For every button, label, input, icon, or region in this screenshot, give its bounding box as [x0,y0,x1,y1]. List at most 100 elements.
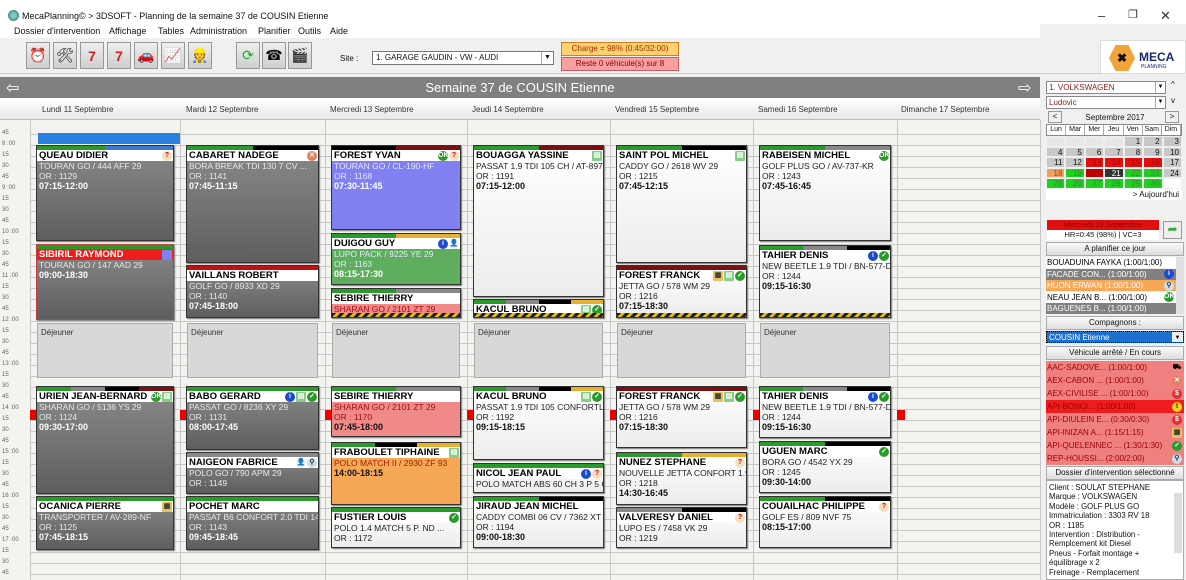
planning-grid[interactable]: 45 8 :00 15 30 45 9 :00 15 30 45 10 :00 15 30 45 11 :… [0,120,1041,580]
document-icon[interactable]: ▤ [724,270,734,281]
lunch-block[interactable]: Déjeuner [187,323,318,378]
question-icon[interactable]: ? [449,150,459,161]
appointment-card[interactable]: COUAILHAC PHILIPPE? GOLF ES / 809 NVF 75 0… [759,496,891,548]
calendar-day[interactable]: 23 [1143,167,1163,178]
tools-calendar-icon[interactable]: 🛠 [53,42,77,69]
arrete-item[interactable]: AAC-SADOVE... (1:00/1:00) ⛟ [1046,361,1184,374]
calendar-day[interactable]: 2 [1143,136,1163,147]
menu-affichage[interactable]: Affichage [109,26,147,36]
chevron-down-icon[interactable]: ▼ [541,52,553,64]
appointment-card[interactable]: VAILLANS ROBERT GOLF GO / 8933 XD 29 OR : … [186,265,319,318]
scroll-up-icon[interactable]: ^ [1171,80,1175,89]
tow-truck-icon[interactable]: ⛟ [1172,363,1182,371]
day-header-monday[interactable]: Lundi 11 Septembre [42,105,114,114]
calendar-day[interactable]: 30 [1143,178,1163,189]
next-month-button[interactable]: > [1165,111,1179,123]
calendar-day[interactable]: 28 [1104,178,1124,189]
appointment-card[interactable]: URIEN JEAN-BERNARD OK ▤ SHARAN GO / 5136 YS… [36,386,174,494]
worker-calendar-icon[interactable]: 👷 [188,42,212,69]
check-icon[interactable]: ✓ [449,512,459,523]
menu-planifier[interactable]: Planifier [258,26,291,36]
calendar-day[interactable] [1162,178,1182,189]
appointment-card[interactable]: RABEISEN MICHEL OK GOLF PLUS GO / AV-737-K… [759,145,891,241]
check-icon[interactable]: ✓ [735,391,745,402]
arrete-item[interactable]: AEX-CIVILISE ... (1:00/1:00) $ [1046,387,1184,400]
calendar-day[interactable] [1046,136,1066,147]
go-arrow-icon[interactable]: ➦ [1163,221,1182,239]
appointment-card[interactable]: POCHET MARC PASSAT B6 CONFORT 2.0 TDI 14.… [186,496,319,550]
question-icon[interactable]: ? [162,150,172,161]
appointment-card[interactable]: FOREST FRANCK ▦ ▤ ✓ JETTA GO / 578 WM 29 OR :… [616,265,747,318]
menu-aide[interactable]: Aide [330,26,349,36]
check-icon[interactable]: ✓ [879,391,889,402]
calendar-day[interactable]: 20 [1084,167,1105,178]
minimize-button[interactable]: – [1098,8,1106,23]
calendar-day[interactable]: 6 [1084,146,1105,157]
planifier-item[interactable]: FACADE CON... (1:00/1:00) i [1046,268,1176,280]
calendar-day[interactable]: 16 [1143,157,1163,168]
menu-tables[interactable]: Tables [158,26,185,36]
document-icon[interactable]: ▤ [724,391,734,402]
lunch-block[interactable]: Déjeuner [37,323,173,378]
document-icon[interactable]: ▤ [581,391,591,402]
compagnon-select[interactable]: COUSIN Etienne ▼ [1046,331,1184,343]
document-icon[interactable]: ▤ [162,391,172,402]
warning-icon[interactable]: ! [1172,401,1182,412]
calendar-day[interactable]: 1 [1123,136,1144,147]
appointment-card[interactable]: FOREST FRANCK ▦ ▤ ✓ JETTA GO / 578 WM 29 OR :… [616,386,747,448]
check-icon[interactable]: ✓ [735,270,745,281]
appointment-card[interactable]: QUEAU DIDIER? TOURAN GO / 444 AFF 29 OR : … [36,145,174,241]
appointment-card[interactable]: BABO GERARD i ▤ ✓ PASSAT GO / 8236 XY 29 OR :… [186,386,319,450]
close-button[interactable]: ✕ [1160,8,1171,23]
menu-administration[interactable]: Administration [190,26,248,36]
appointment-card[interactable]: JIRAUD JEAN MICHEL CADDY COMBI 06 CV / 73… [473,496,604,548]
calendar-day[interactable] [1065,136,1085,147]
info-icon[interactable]: i [581,468,591,479]
appointment-card[interactable]: FRABOULET TIPHAINE ▤ POLO MATCH II / 2930 … [331,442,461,505]
calendar-day[interactable]: 26 [1065,178,1085,189]
calendar-day[interactable]: 24 [1162,167,1182,178]
question-icon[interactable]: ? [592,468,602,479]
menu-outils[interactable]: Outils [298,26,322,36]
list-scrollbar[interactable] [1176,257,1184,314]
brand-select[interactable]: 1. VOLKSWAGEN ▼ [1046,81,1166,94]
question-icon[interactable]: ? [735,512,745,523]
car-calendar-icon[interactable]: 🚗 [134,42,158,69]
appointment-card[interactable]: NICOL JEAN PAUL i? POLO MATCH ABS 60 CH 3 … [473,463,604,493]
refresh-icon[interactable]: ⟳ [236,42,260,69]
day-header-friday[interactable]: Vendredi 15 Septembre [615,105,700,114]
magnifier-icon[interactable]: ⚲ [1172,453,1182,464]
ok-icon[interactable]: OK [151,391,162,402]
check-icon[interactable]: ✓ [879,250,889,261]
calendar-day[interactable]: 18 [1046,167,1066,178]
arrete-item[interactable]: API-BONCI... (1:00/1:00)! [1046,400,1184,413]
calendar-day[interactable]: 7 [1104,146,1124,157]
calendar-day[interactable]: 19 [1065,167,1085,178]
calendar-day[interactable]: 4 [1046,146,1066,157]
appointment-card[interactable]: FOREST YVAN OK? TOURAN GO / CL-190-HF OR : … [331,145,461,230]
appointment-card[interactable]: SEBIRE THIERRY SHARAN GO / 2101 ZT 29 [331,288,461,318]
appointment-card[interactable]: BOUAGGA YASSINE ▤ PASSAT 1.9 TDI 105 CH / … [473,145,604,297]
appointment-card[interactable]: SIBIRIL RAYMOND TOURAN GO / 147 AAD 29 09:… [36,244,174,320]
calendar-day[interactable]: 8 [1123,146,1144,157]
ok-icon[interactable]: OK [438,150,449,161]
calendar-day[interactable]: 25 [1046,178,1066,189]
calendar-day[interactable]: 21 [1104,167,1124,178]
person-icon[interactable]: 👤 [296,457,306,468]
appointment-card[interactable]: NUNEZ STEPHANE? NOUVELLE JETTA CONFORT 1.… [616,452,747,505]
calendar-person-icon[interactable]: ▦ [713,391,723,402]
day-header-tuesday[interactable]: Mardi 12 Septembre [186,105,259,114]
appointment-card[interactable]: NAIGEON FABRICE 👤 ⚲ POLO GO / 790 APM 29 OR … [186,452,319,494]
euro-icon[interactable]: $ [1172,388,1182,399]
detail-scrollbar[interactable] [1174,493,1182,553]
person-icon[interactable]: 👤 [449,238,459,249]
appointment-card[interactable]: DUIGOU GUY i 👤 LUPO PACK / 9225 YE 29 OR : 1… [331,233,461,285]
arrete-item[interactable]: API-DIULEIN E... (0:30/0:30) $ [1046,413,1184,426]
cancel-icon[interactable]: ✕ [307,150,317,161]
arrete-item[interactable]: REP-HOUSSI... (2:00/2:00) ⚲ [1046,452,1184,465]
planifier-item[interactable]: HUON ERWAN (1:00/1:00) ⚲ [1046,280,1176,291]
check-icon[interactable]: ✓ [307,391,317,402]
lunch-block[interactable]: Déjeuner [474,323,603,378]
calendar-day[interactable]: 10 [1162,146,1182,157]
square-icon[interactable] [162,249,172,260]
